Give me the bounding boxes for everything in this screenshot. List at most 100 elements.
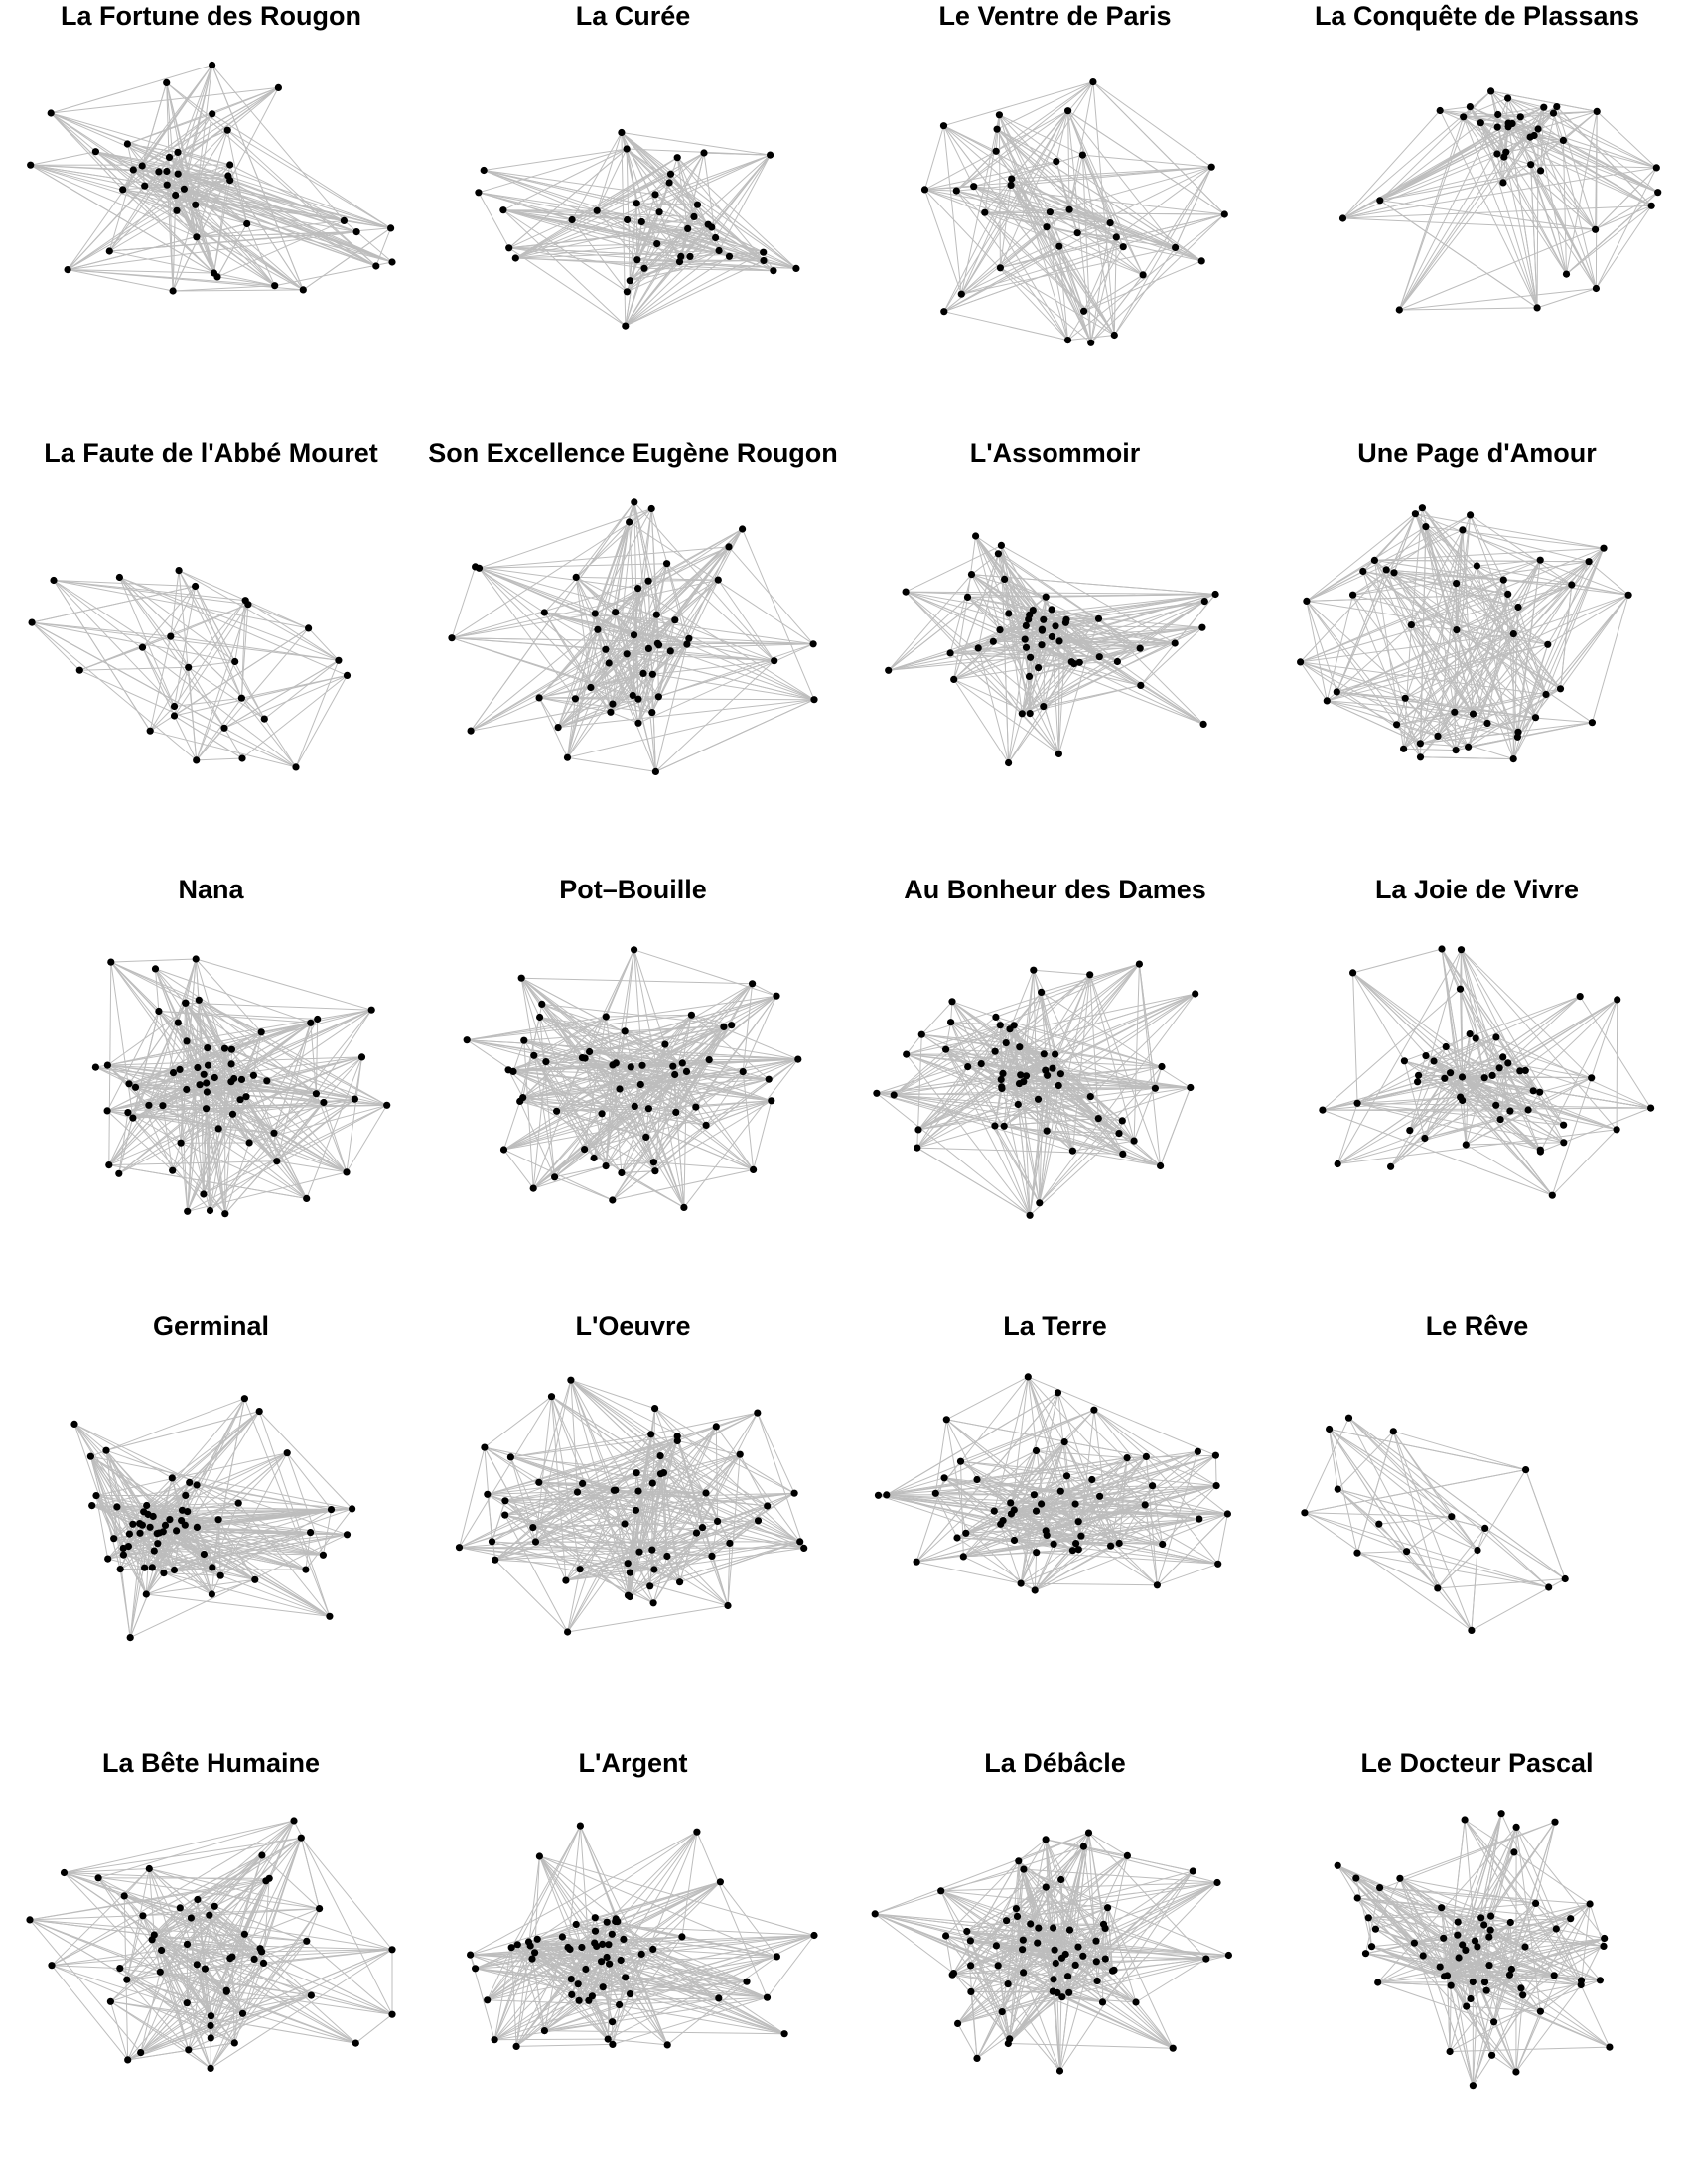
edge — [1326, 624, 1412, 702]
node — [260, 715, 268, 723]
node — [1382, 566, 1390, 574]
edge — [757, 1412, 795, 1494]
nodes — [1297, 504, 1632, 763]
edge — [876, 1092, 1073, 1152]
node — [263, 1077, 271, 1085]
edge — [51, 112, 345, 221]
edge — [1057, 640, 1060, 754]
edge — [715, 1426, 719, 1522]
edge — [539, 1017, 556, 1177]
edge — [187, 1104, 387, 1212]
edge — [654, 1408, 805, 1549]
edge — [213, 1077, 275, 1134]
nodes — [885, 532, 1219, 767]
edge — [1595, 167, 1657, 289]
edge — [1505, 151, 1597, 289]
node — [1026, 1211, 1034, 1219]
node — [651, 1167, 659, 1175]
edge — [999, 629, 1026, 640]
node — [1406, 1127, 1414, 1135]
edge — [142, 1524, 159, 1545]
node — [125, 1080, 133, 1088]
edge — [1029, 713, 1059, 754]
node — [203, 1088, 211, 1096]
edge — [1093, 1409, 1219, 1565]
node — [646, 1582, 654, 1590]
edge — [953, 678, 1031, 715]
edge — [484, 170, 656, 196]
edge — [551, 1396, 661, 1475]
node — [939, 122, 948, 130]
node — [307, 1019, 315, 1026]
edge — [1093, 1409, 1228, 1515]
edge — [1074, 1503, 1163, 1545]
edge — [729, 1520, 759, 1544]
edge — [150, 730, 297, 768]
edge — [50, 112, 218, 278]
edge — [1063, 1441, 1146, 1506]
edge — [977, 647, 1010, 763]
edge — [226, 129, 377, 267]
edge — [158, 171, 247, 224]
edge — [1047, 963, 1140, 1076]
edge — [893, 1024, 1001, 1096]
edge — [224, 1056, 362, 1215]
edge — [1403, 624, 1412, 750]
edge — [135, 1086, 317, 1095]
node — [698, 1524, 707, 1532]
edge — [1490, 90, 1657, 169]
edges — [876, 963, 1196, 1216]
node — [170, 1566, 179, 1574]
edge — [1027, 1376, 1048, 1536]
edge — [886, 1392, 1058, 1496]
node — [186, 1478, 194, 1486]
node — [950, 675, 958, 683]
edge — [582, 1482, 616, 1491]
edge — [211, 1503, 239, 1569]
edge — [1098, 617, 1202, 628]
edge — [703, 152, 717, 238]
node — [551, 1173, 559, 1181]
node — [283, 1449, 291, 1457]
nodes — [455, 1376, 808, 1636]
node — [1349, 969, 1357, 977]
edge — [1092, 81, 1225, 215]
edge — [715, 1426, 801, 1543]
node — [1521, 1066, 1529, 1074]
edge — [478, 148, 628, 194]
network-panel: Pot–Bouille — [422, 874, 844, 1310]
edge — [652, 673, 815, 701]
edge — [1036, 1450, 1128, 1459]
edge — [1011, 81, 1094, 180]
edge — [1175, 166, 1212, 248]
node — [163, 78, 171, 86]
edge — [478, 192, 573, 220]
edge — [984, 211, 1225, 215]
node — [920, 186, 929, 194]
edge — [135, 1056, 362, 1088]
edge — [1000, 236, 1117, 269]
edge — [494, 1483, 583, 1561]
node — [666, 170, 675, 178]
edge — [556, 1110, 646, 1138]
edge — [709, 1059, 744, 1073]
edge — [1456, 559, 1541, 585]
node — [665, 179, 673, 187]
edge — [1090, 1087, 1156, 1098]
edge — [502, 148, 628, 211]
edge — [31, 621, 80, 671]
node — [1171, 639, 1179, 647]
edge — [916, 1147, 1123, 1155]
node — [618, 1168, 626, 1177]
edge — [176, 1530, 307, 1570]
edge — [1444, 1077, 1541, 1153]
edge — [1027, 1376, 1146, 1506]
node — [768, 1097, 775, 1105]
node — [1040, 1050, 1048, 1058]
edge — [924, 189, 957, 192]
edge — [945, 1022, 952, 1050]
node — [1560, 1139, 1568, 1147]
edge — [574, 521, 631, 699]
edge — [582, 1433, 651, 1484]
node — [1453, 626, 1461, 634]
